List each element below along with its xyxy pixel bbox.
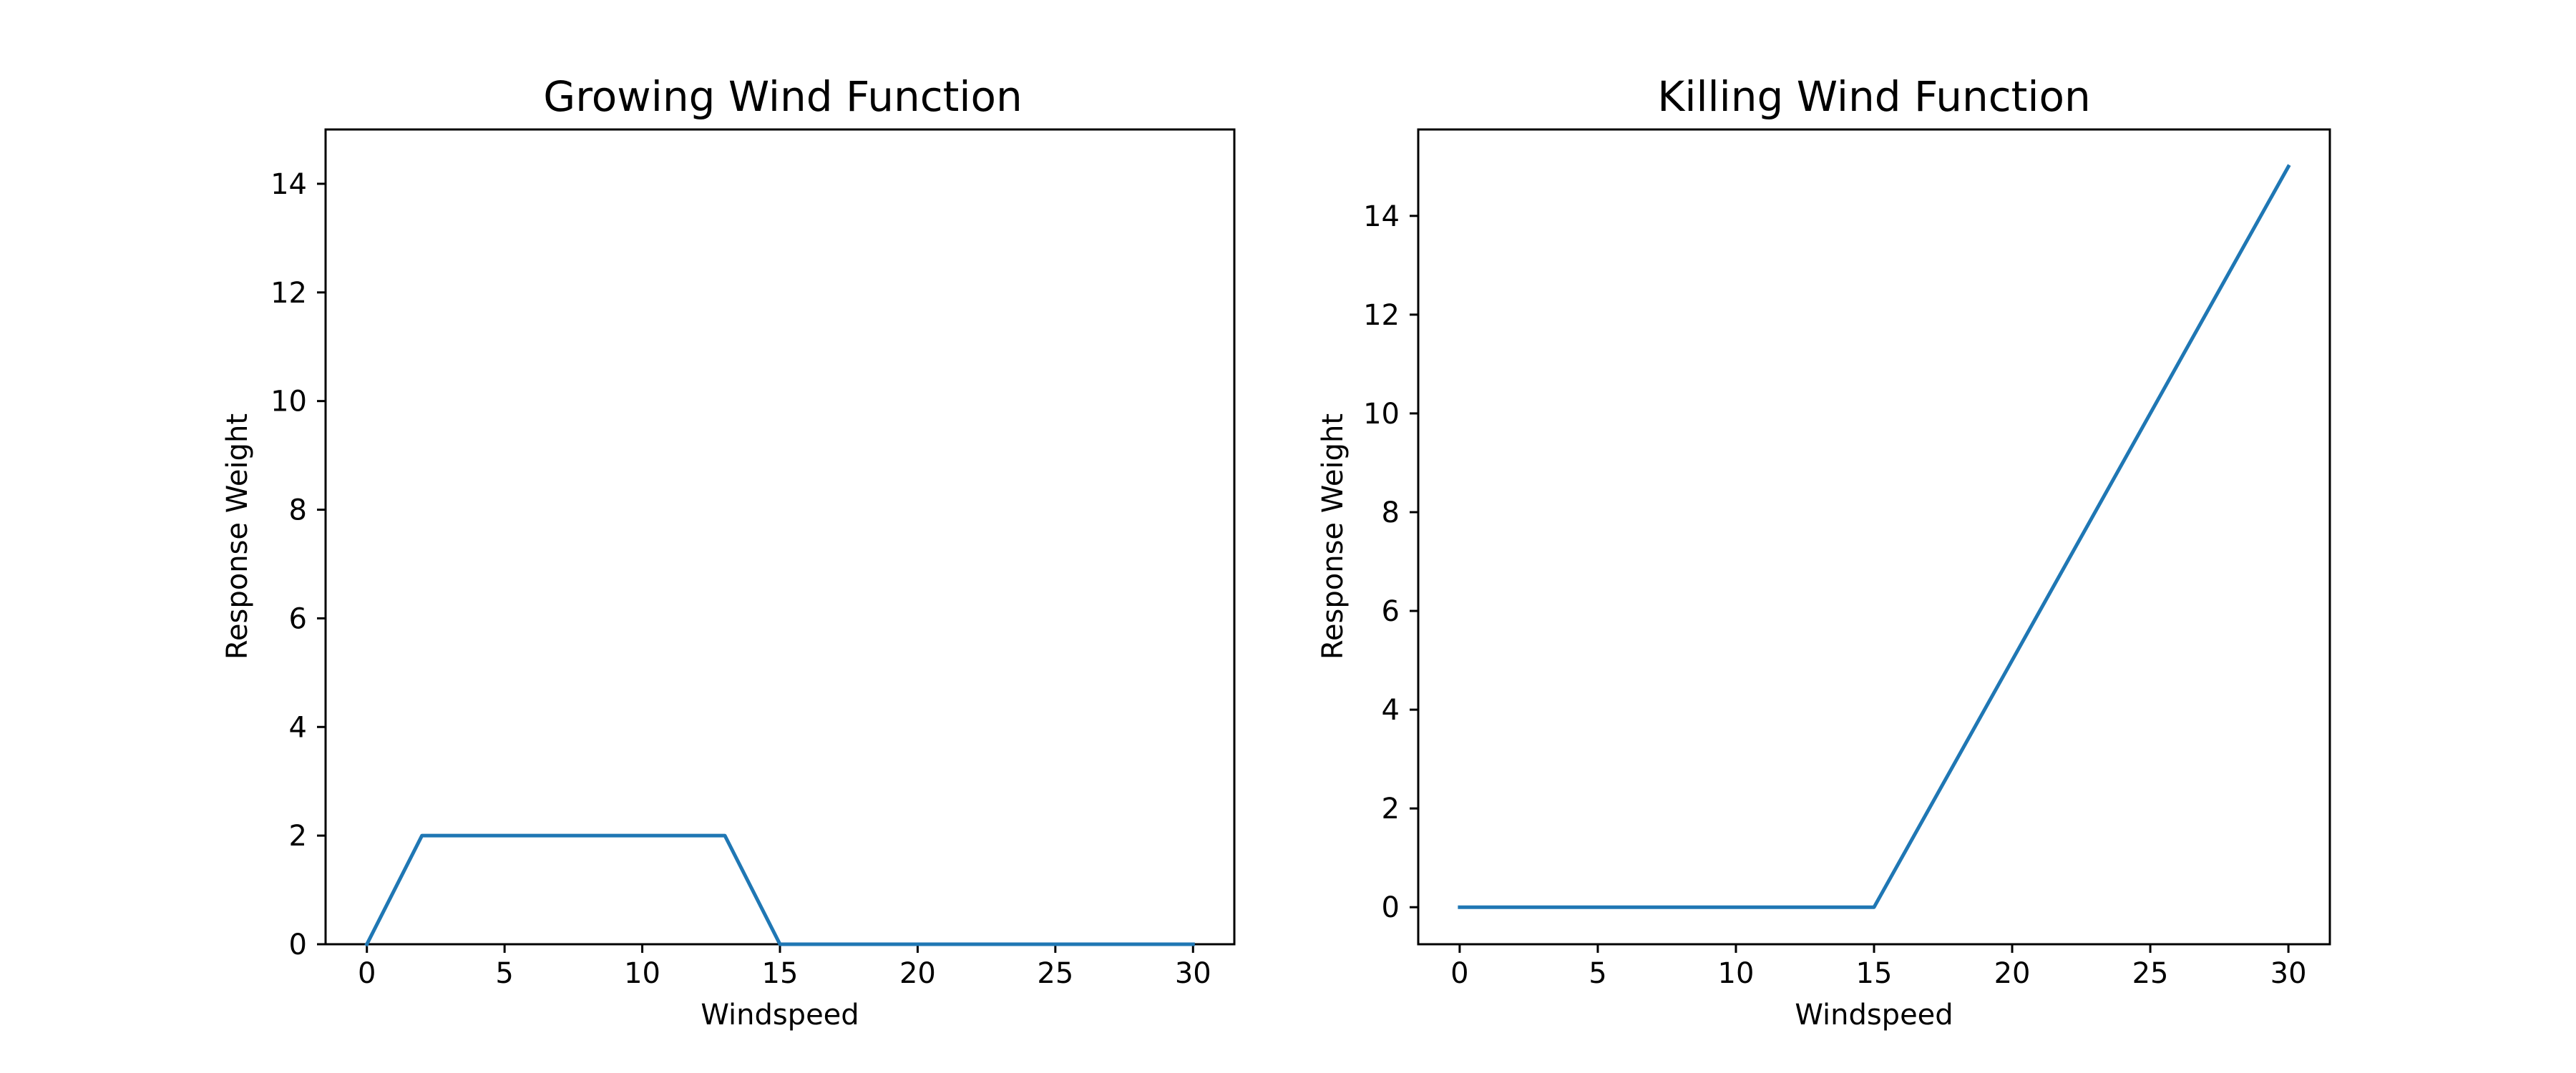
x-axis-label: Windspeed (701, 999, 859, 1032)
panel-killing: Killing Wind Function 0 5 10 15 20 25 30 0 2 4 6 8… (1317, 72, 2331, 1032)
y-tick-label: 2 (1382, 793, 1400, 825)
chart-title: Growing Wind Function (543, 72, 1022, 121)
y-tick-label: 12 (270, 277, 307, 310)
series-line (1458, 164, 2291, 909)
chart-title: Killing Wind Function (1657, 72, 2090, 121)
x-tick-label: 20 (899, 957, 936, 990)
x-axis-label: Windspeed (1795, 999, 1953, 1032)
x-tick-label: 15 (762, 957, 799, 990)
y-tick-label: 2 (289, 820, 307, 853)
y-tick-label: 0 (1382, 891, 1400, 924)
x-tick-label: 20 (1994, 957, 2031, 990)
x-tick-label: 15 (1856, 957, 1893, 990)
y-axis-label: Response Weight (1317, 413, 1350, 660)
y-axis-label: Response Weight (221, 413, 254, 660)
x-tick-label: 30 (1175, 957, 1211, 990)
x-tick-label: 0 (1450, 957, 1468, 990)
y-tick-label: 14 (270, 168, 307, 201)
y-tick-label: 12 (1363, 299, 1400, 332)
x-ticks: 0 5 10 15 20 25 30 (358, 944, 1211, 990)
y-ticks: 0 2 4 6 8 10 12 14 (270, 168, 326, 961)
series-line (364, 833, 1195, 947)
y-ticks: 0 2 4 6 8 10 12 14 (1363, 200, 1418, 924)
y-tick-label: 0 (289, 929, 307, 961)
x-tick-label: 10 (624, 957, 660, 990)
x-tick-label: 30 (2270, 957, 2307, 990)
x-ticks: 0 5 10 15 20 25 30 (1450, 944, 2307, 990)
plot-frame (1417, 128, 2331, 946)
plot-frame (324, 128, 1236, 946)
y-tick-label: 8 (1382, 496, 1400, 529)
x-tick-label: 5 (495, 957, 513, 990)
x-tick-label: 0 (358, 957, 376, 990)
y-tick-label: 14 (1363, 200, 1400, 233)
y-tick-label: 4 (289, 711, 307, 744)
x-tick-label: 5 (1589, 957, 1606, 990)
x-tick-label: 25 (2132, 957, 2169, 990)
series (1458, 164, 2291, 909)
y-tick-label: 4 (1382, 694, 1400, 727)
series (364, 833, 1195, 947)
y-tick-label: 8 (289, 494, 307, 527)
panel-growing: Growing Wind Function 0 5 10 15 20 25 30 0 2 4 6 8… (221, 72, 1236, 1032)
x-tick-label: 25 (1037, 957, 1073, 990)
y-tick-label: 10 (270, 386, 307, 418)
y-tick-label: 6 (289, 602, 307, 635)
y-tick-label: 6 (1382, 595, 1400, 628)
x-tick-label: 10 (1718, 957, 1755, 990)
y-tick-label: 10 (1363, 398, 1400, 431)
